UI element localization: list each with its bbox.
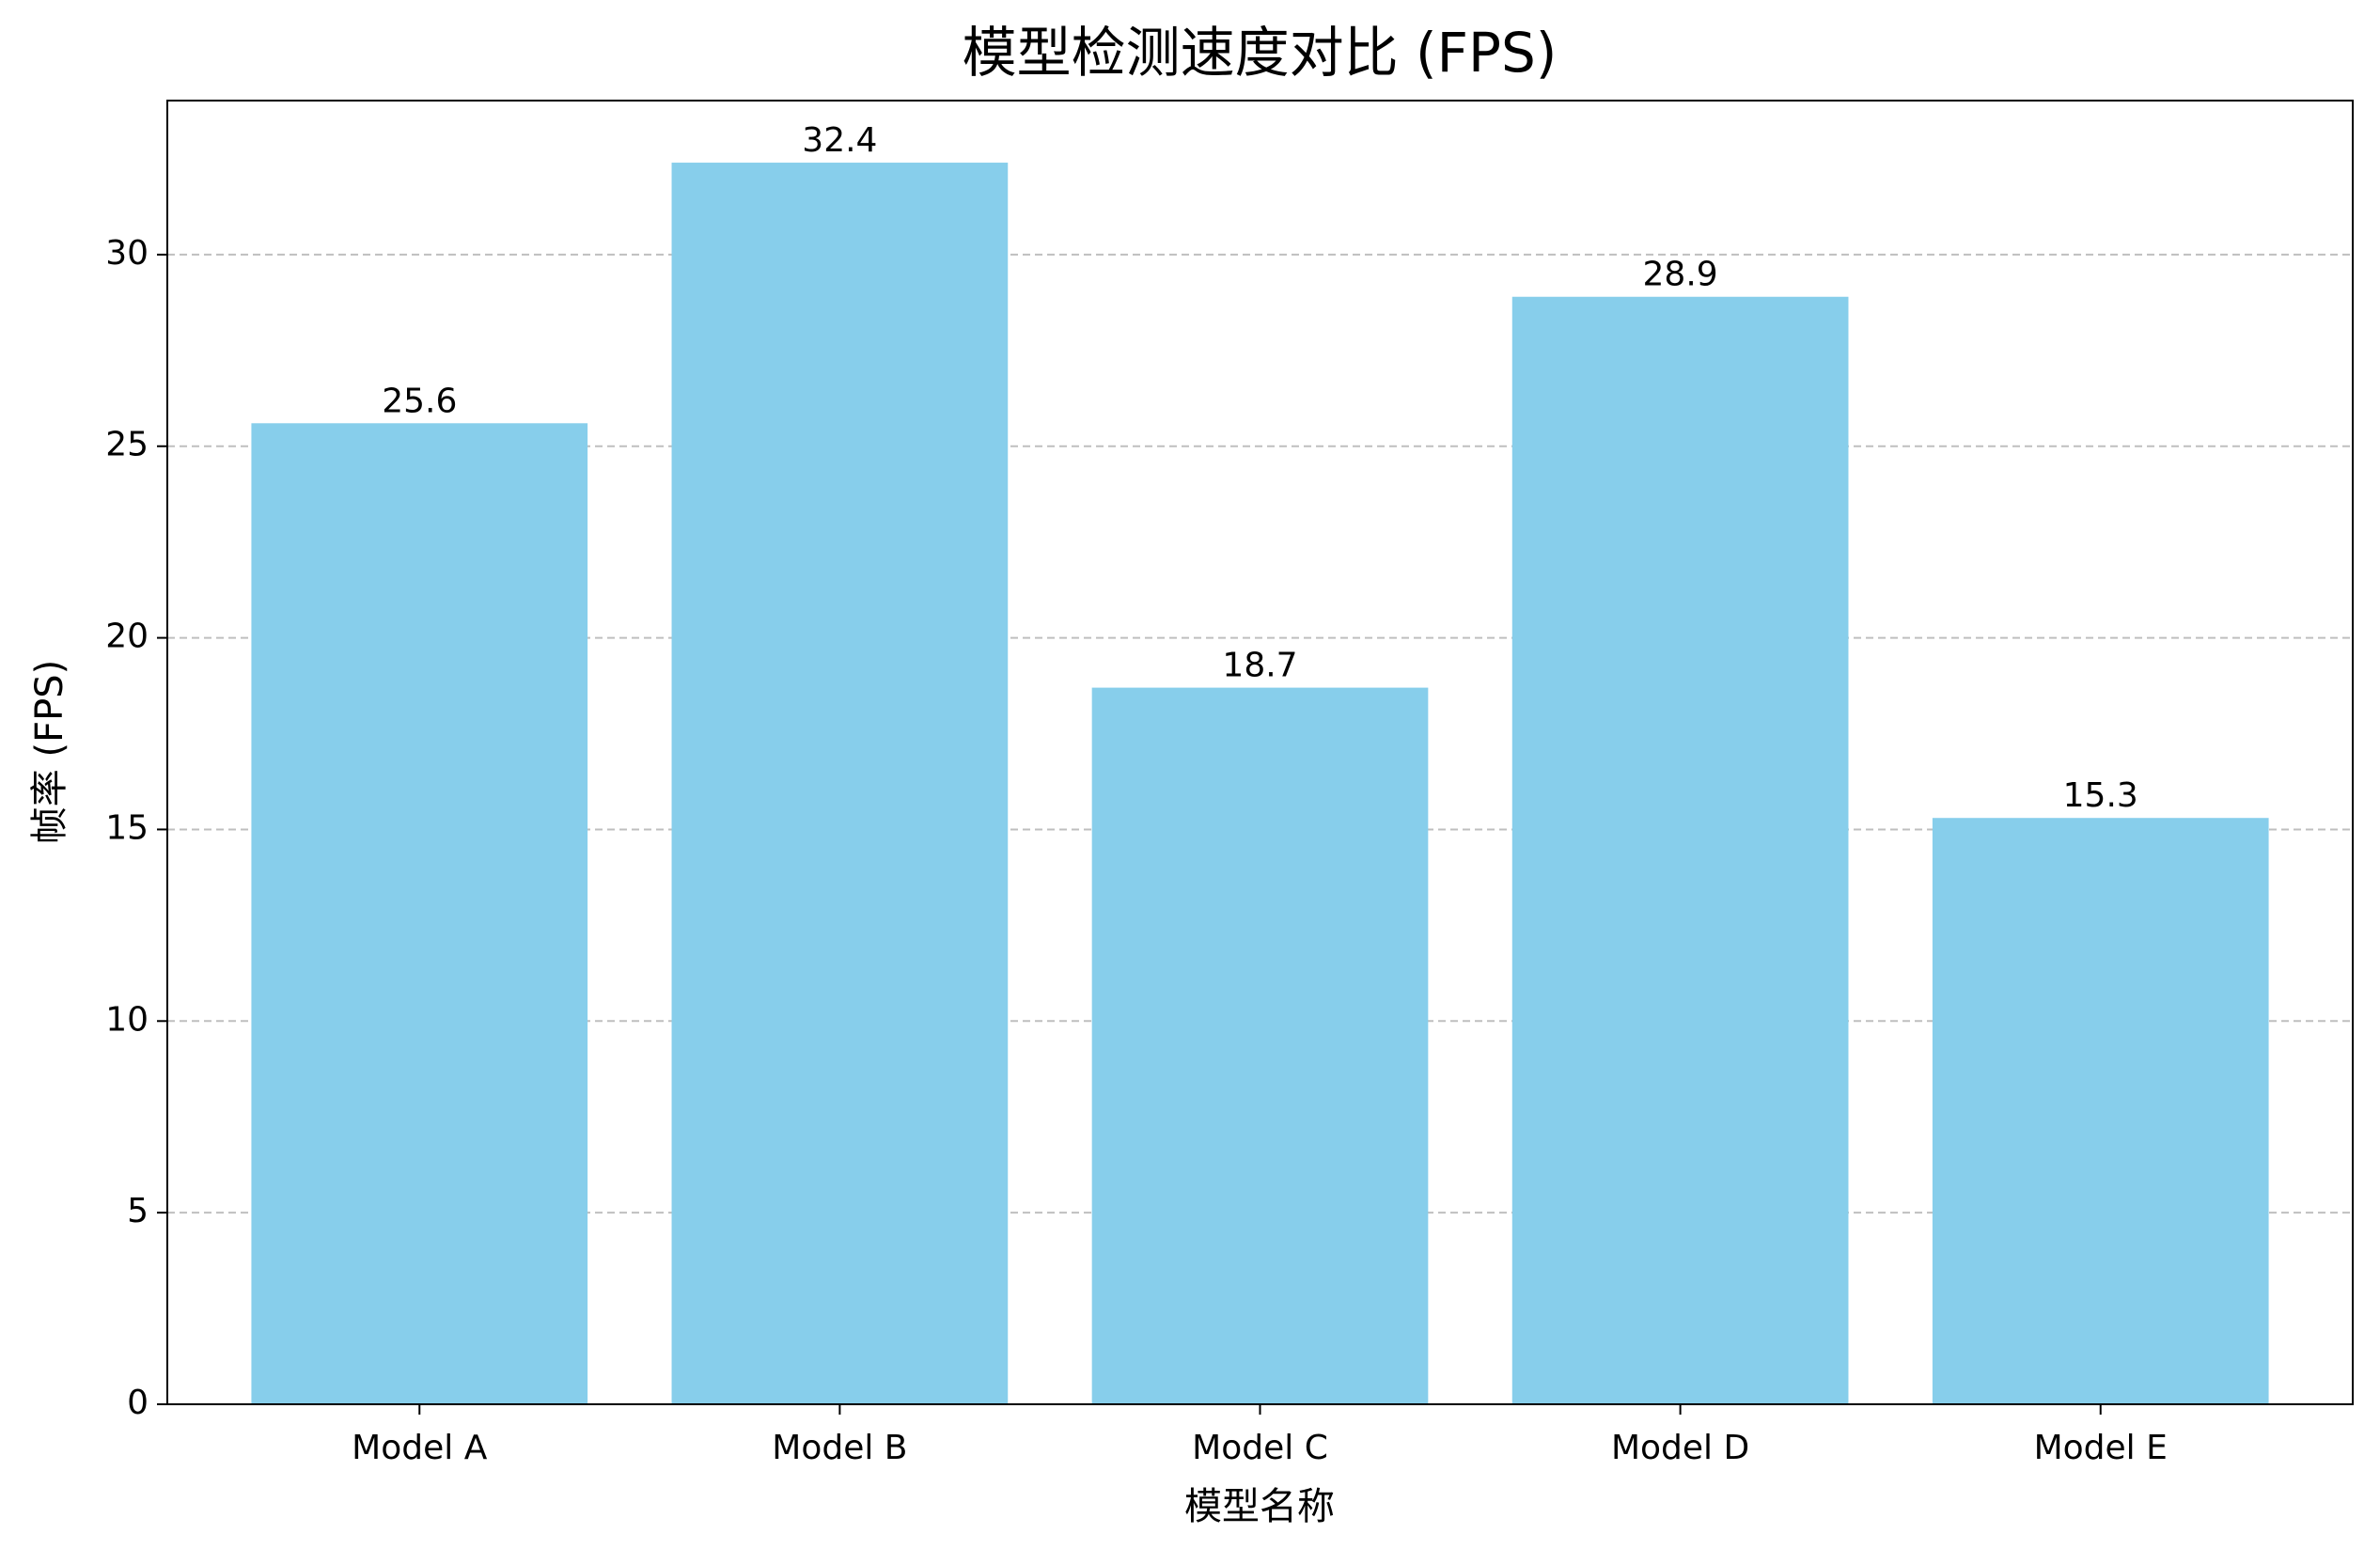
y-axis-label: 帧率 (FPS) [28,660,71,844]
value-label: 28.9 [1643,256,1718,294]
bar [1511,296,1849,1404]
plot-frame [166,100,2354,1405]
y-tick-label: 0 [127,1384,149,1422]
x-tick-label: Model A [352,1429,488,1467]
value-label: 25.6 [382,382,457,420]
bar [1091,687,1429,1404]
y-tick-label: 25 [105,426,149,464]
value-label: 18.7 [1222,647,1297,685]
bar [671,163,1009,1405]
x-tick-label: Model B [772,1429,907,1467]
x-tick-label: Model C [1192,1429,1328,1467]
chart-title: 模型检测速度对比 (FPS) [963,21,1558,85]
y-tick-label: 15 [105,808,149,847]
y-tick-label: 10 [105,1000,149,1039]
value-label: 15.3 [2063,776,2138,815]
value-label: 32.4 [802,121,877,160]
y-tick-label: 20 [105,618,149,656]
bar [1932,818,2269,1404]
x-axis-label: 模型名称 [1184,1485,1335,1528]
y-tick-label: 30 [105,234,149,273]
bar [251,423,588,1404]
x-tick-label: Model E [2034,1429,2168,1467]
y-tick-label: 5 [127,1192,149,1230]
x-tick-label: Model D [1611,1429,1749,1467]
